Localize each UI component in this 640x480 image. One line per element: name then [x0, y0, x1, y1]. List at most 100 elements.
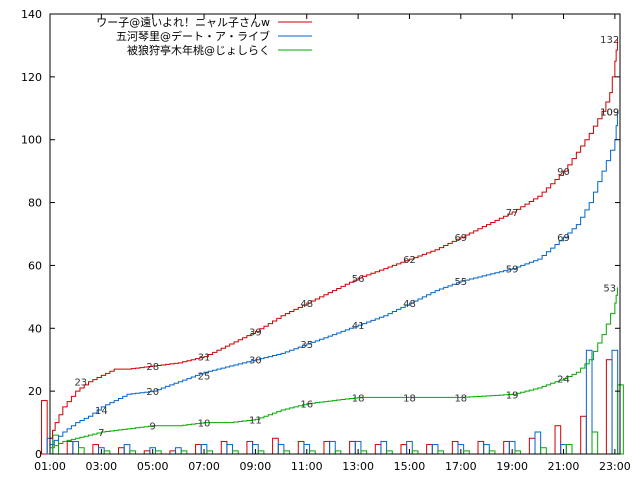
series-data-labels: 23 28 31 39 48 56 62 69 77 90 109 132 14 20 25 30 35 41 48…: [74, 35, 619, 439]
hourly-bar: [72, 440, 79, 455]
y-tick-label: 60: [28, 259, 42, 272]
hourly-bar: [534, 431, 542, 455]
hourly-bar: [66, 440, 74, 455]
series-line-3: [50, 287, 618, 449]
x-tick-label: 23:00: [599, 460, 631, 473]
x-tick-label: 09:00: [240, 460, 272, 473]
hourly-bar: [78, 447, 85, 455]
hourly-bar: [591, 431, 599, 455]
data-label: 9: [150, 422, 156, 433]
y-tick-label: 140: [21, 8, 42, 21]
hourly-bar: [528, 437, 536, 455]
x-tick-label: 07:00: [188, 460, 220, 473]
data-label: 55: [454, 277, 467, 288]
data-label: 56: [352, 274, 365, 285]
y-tick-label: 0: [35, 448, 42, 461]
x-tick-label: 03:00: [85, 460, 117, 473]
data-label: 39: [249, 327, 262, 338]
data-label: 18: [403, 393, 416, 404]
hourly-bar: [118, 447, 125, 455]
hourly-bar: [175, 447, 182, 455]
x-axis: 01:00 03:00 05:00 07:00 09:00 11:00 13:00 15:00…: [34, 14, 631, 473]
hourly-bar: [92, 444, 100, 455]
hourly-bar: [483, 444, 490, 455]
hourly-bar: [585, 349, 593, 455]
hourly-bar: [565, 444, 573, 455]
data-label: 48: [403, 299, 416, 310]
y-tick-label: 40: [28, 322, 42, 335]
x-tick-label: 17:00: [445, 460, 477, 473]
data-label: 31: [198, 353, 211, 364]
hourly-bar: [605, 359, 613, 455]
data-label: 35: [300, 340, 313, 351]
hourly-bar: [246, 440, 254, 455]
hourly-bar: [323, 440, 331, 455]
x-tick-label: 01:00: [34, 460, 66, 473]
hourly-bar: [374, 444, 382, 455]
data-label: 23: [74, 378, 87, 389]
data-label: 11: [249, 415, 262, 426]
series-line-1: [50, 39, 618, 439]
data-label: 62: [403, 255, 416, 266]
data-label: 69: [557, 233, 570, 244]
hourly-bar: [195, 444, 202, 455]
data-label: 69: [454, 233, 467, 244]
x-tick-label: 11:00: [291, 460, 323, 473]
data-label: 132: [600, 35, 619, 46]
hourly-bars: [41, 349, 624, 455]
data-label: 109: [600, 107, 619, 118]
data-label: 19: [506, 390, 519, 401]
data-label: 30: [249, 356, 262, 367]
data-label: 28: [146, 362, 159, 373]
data-label: 20: [146, 387, 159, 398]
hourly-bar: [426, 444, 433, 455]
hourly-bar: [329, 440, 336, 455]
data-label: 48: [300, 299, 313, 310]
hourly-bar: [503, 440, 510, 455]
data-label: 7: [98, 428, 104, 439]
hourly-bar: [451, 440, 459, 455]
legend-label: 五河琴里@デート・ア・ライブ: [116, 29, 270, 43]
y-tick-label: 20: [28, 385, 42, 398]
data-label: 24: [557, 375, 570, 386]
data-label: 109: [600, 107, 619, 118]
data-label: 41: [352, 321, 365, 332]
x-tick-label: 13:00: [342, 460, 374, 473]
data-label: 16: [300, 400, 313, 411]
hourly-bar: [431, 444, 439, 455]
y-tick-label: 80: [28, 197, 42, 210]
hourly-bar: [380, 440, 388, 455]
x-tick-label: 05:00: [137, 460, 169, 473]
series-lines: [50, 39, 618, 449]
hourly-bar: [226, 444, 234, 455]
hourly-bar: [540, 447, 547, 455]
hourly-bar: [554, 425, 562, 455]
x-tick-label: 21:00: [548, 460, 580, 473]
data-label: 77: [506, 208, 519, 219]
hourly-bar: [41, 400, 48, 455]
y-tick-label: 100: [21, 134, 42, 147]
legend-label: ワー子@遠いよれ！ニャル子さんw: [96, 16, 270, 29]
hourly-bar: [611, 349, 619, 455]
data-label: 14: [95, 406, 108, 417]
data-label: 53: [603, 283, 616, 294]
data-label: 18: [352, 393, 365, 404]
y-axis: 0 20 40 60 80 100 120 140: [21, 8, 620, 461]
hourly-bar: [220, 440, 228, 455]
hourly-bar: [297, 440, 305, 455]
x-tick-label: 15:00: [394, 460, 426, 473]
hourly-bar: [580, 415, 587, 455]
hourly-bar: [477, 440, 485, 455]
plot-area-frame: [49, 13, 621, 455]
data-label: 59: [506, 265, 519, 276]
hourly-bar: [617, 384, 624, 455]
legend: ワー子@遠いよれ！ニャル子さんw五河琴里@デート・ア・ライブ被狼狩亭木年桃@じょ…: [96, 16, 312, 57]
series-line-2: [50, 111, 618, 446]
hourly-bar: [272, 437, 279, 455]
data-label: 90: [557, 167, 570, 178]
hourly-bar: [123, 444, 131, 455]
legend-label: 被狼狩亭木年桃@じょしらく: [127, 43, 270, 57]
x-tick-label: 19:00: [496, 460, 528, 473]
data-label: 25: [198, 371, 211, 382]
